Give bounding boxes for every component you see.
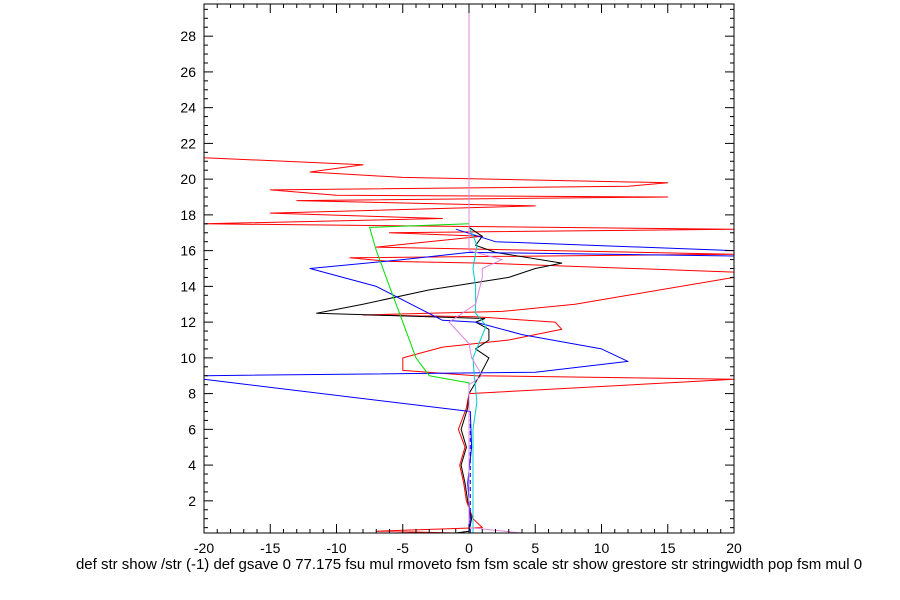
x-tick-label: -5 [397,540,410,556]
series-layer [204,4,734,533]
y-tick-label: 18 [180,207,196,223]
series-line-3 [204,228,734,533]
x-tick-label: 5 [531,540,539,556]
x-tick-label: 0 [465,540,473,556]
y-tick-label: 26 [180,64,196,80]
y-tick-label: 12 [180,314,196,330]
series-line-4 [369,223,470,533]
series-line-2 [316,226,563,533]
series-line-1 [204,150,734,533]
y-tick-label: 10 [180,350,196,366]
series-line-5 [469,229,487,533]
y-tick-label: 20 [180,171,196,187]
y-tick-label: 28 [180,28,196,44]
tick-labels: -20 -15 -10 -5 0 5 10 15 20246810121416182022242… [180,28,742,556]
x-tick-label: 10 [594,540,610,556]
y-tick-label: 8 [188,386,196,402]
y-tick-label: 2 [188,493,196,509]
y-tick-label: 6 [188,421,196,437]
y-tick-label: 24 [180,100,196,116]
x-tick-label: 20 [726,540,742,556]
x-tick-label: 15 [660,540,676,556]
axis-ticks [203,4,735,533]
y-tick-label: 16 [180,243,196,259]
y-tick-label: 22 [180,135,196,151]
x-tick-label: -20 [194,540,214,556]
y-tick-label: 4 [188,457,196,473]
x-axis-label: def str show /str (-1) def gsave 0 77.17… [76,556,862,573]
x-tick-label: -15 [260,540,280,556]
x-tick-label: -10 [326,540,346,556]
y-tick-label: 14 [180,278,196,294]
series-line-6 [448,4,523,533]
